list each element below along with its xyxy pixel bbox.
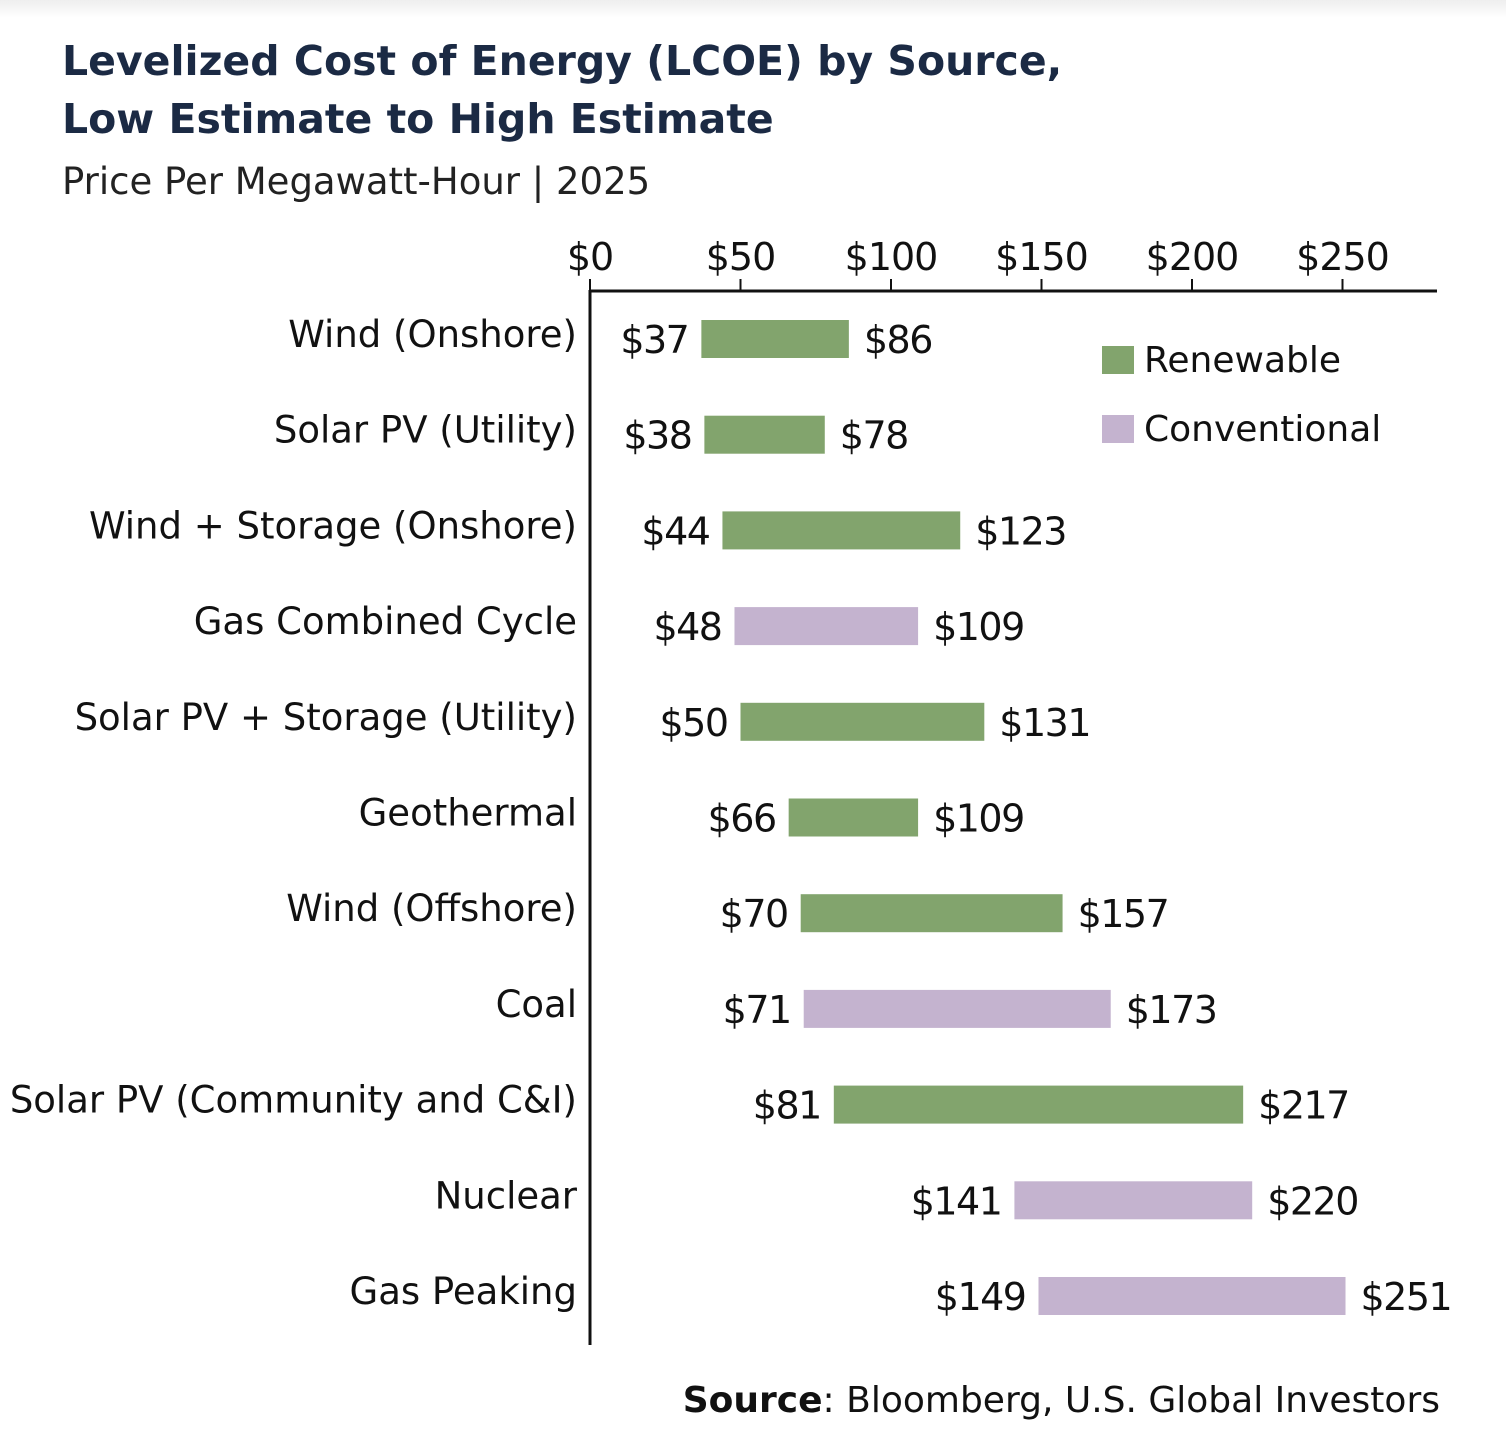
category-label: Solar PV (Community and C&I) (10, 1079, 577, 1122)
category-label: Coal (496, 983, 577, 1026)
high-value-label: $109 (933, 605, 1024, 649)
x-tick-label: $150 (995, 235, 1088, 279)
legend-label-conventional: Conventional (1144, 408, 1382, 450)
range-bar-renewable (833, 1085, 1244, 1124)
x-tick-label: $200 (1146, 235, 1239, 279)
range-bar-conventional (734, 607, 919, 646)
high-value-label: $131 (999, 701, 1090, 745)
range-bar-conventional (1014, 1181, 1253, 1220)
range-bar-renewable (800, 894, 1063, 933)
high-value-label: $251 (1361, 1275, 1452, 1319)
low-value-label: $66 (708, 797, 776, 841)
category-label: Solar PV (Utility) (274, 409, 577, 452)
category-label: Nuclear (435, 1174, 578, 1217)
x-tick-label: $50 (706, 235, 776, 279)
source-text: : Bloomberg, U.S. Global Investors (822, 1380, 1440, 1421)
low-value-label: $149 (935, 1275, 1026, 1319)
category-label: Gas Combined Cycle (194, 600, 577, 643)
chart-title-line-1: Levelized Cost of Energy (LCOE) by Sourc… (62, 37, 1063, 85)
category-label: Gas Peaking (350, 1270, 577, 1313)
low-value-label: $38 (623, 414, 691, 458)
high-value-label: $157 (1078, 892, 1169, 936)
legend-swatch-renewable (1102, 346, 1134, 374)
high-value-label: $220 (1267, 1179, 1358, 1223)
category-label: Wind (Onshore) (288, 313, 577, 356)
range-bar-renewable (701, 320, 849, 358)
range-bar-renewable (704, 415, 825, 454)
category-label: Wind (Offshore) (286, 887, 577, 930)
high-value-label: $78 (840, 414, 908, 458)
category-label: Wind + Storage (Onshore) (89, 504, 577, 547)
range-bar-conventional (1038, 1277, 1346, 1315)
high-value-label: $86 (864, 318, 932, 362)
legend-swatch-conventional (1102, 415, 1134, 443)
legend-item-renewable: Renewable (1102, 339, 1342, 381)
source-label: Source (682, 1380, 823, 1421)
high-value-label: $217 (1258, 1084, 1349, 1128)
high-value-label: $109 (933, 797, 1024, 841)
low-value-label: $50 (659, 701, 727, 745)
low-value-label: $141 (911, 1179, 1002, 1223)
category-label: Solar PV + Storage (Utility) (75, 696, 577, 739)
range-bar-conventional (803, 989, 1111, 1028)
chart-subtitle: Price Per Megawatt-Hour | 2025 (62, 160, 651, 203)
low-value-label: $44 (641, 509, 709, 553)
category-label: Geothermal (359, 792, 577, 835)
range-bar-renewable (788, 798, 919, 837)
high-value-label: $123 (975, 509, 1066, 553)
legend-label-renewable: Renewable (1144, 339, 1342, 381)
low-value-label: $71 (723, 988, 791, 1032)
chart-title: Levelized Cost of Energy (LCOE) by Sourc… (62, 32, 1062, 148)
range-bar-renewable (740, 702, 985, 741)
source-note: Source: Bloomberg, U.S. Global Investors (683, 1378, 1440, 1424)
legend-item-conventional: Conventional (1102, 408, 1382, 450)
high-value-label: $173 (1126, 988, 1217, 1032)
low-value-label: $37 (620, 318, 688, 362)
x-tick-label: $100 (845, 235, 938, 279)
x-tick-label: $250 (1296, 235, 1389, 279)
low-value-label: $81 (753, 1084, 821, 1128)
range-bar-renewable (722, 511, 961, 550)
top-shade (0, 0, 1506, 18)
low-value-label: $70 (720, 892, 788, 936)
x-tick-label: $0 (567, 235, 613, 279)
low-value-label: $48 (653, 605, 721, 649)
chart-title-line-2: Low Estimate to High Estimate (62, 95, 774, 143)
